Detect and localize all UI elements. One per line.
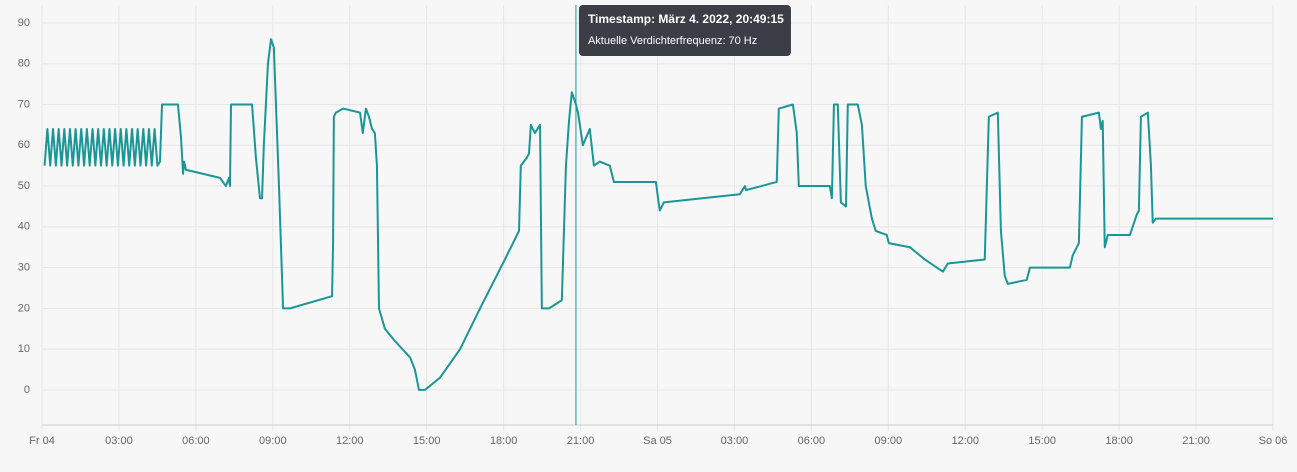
tooltip: Timestamp: März 4. 2022, 20:49:15 Aktuell… [575, 5, 791, 425]
y-tick-label: 0 [24, 384, 30, 396]
y-tick-label: 40 [18, 221, 30, 233]
x-tick-label: 03:00 [105, 435, 133, 447]
x-tick-label: 03:00 [721, 435, 749, 447]
y-tick-label: 70 [18, 98, 30, 110]
x-tick-label: 18:00 [1105, 435, 1133, 447]
tooltip-title: Timestamp: März 4. 2022, 20:49:15 [588, 12, 784, 26]
x-tick-label: 09:00 [259, 435, 287, 447]
tooltip-box [578, 5, 791, 56]
tooltip-value: 70 [729, 35, 741, 47]
tooltip-label: Aktuelle Verdichterfrequenz: [588, 35, 726, 47]
x-tick-label: 09:00 [875, 435, 903, 447]
y-tick-label: 80 [18, 58, 30, 70]
y-tick-label: 30 [18, 262, 30, 274]
x-tick-label: 12:00 [336, 435, 364, 447]
y-tick-label: 20 [18, 302, 30, 314]
y-tick-label: 90 [18, 17, 30, 29]
x-tick-label: 06:00 [182, 435, 210, 447]
x-tick-label: 18:00 [490, 435, 518, 447]
tooltip-line: Aktuelle Verdichterfrequenz: 70 Hz [588, 35, 757, 47]
x-tick-label: 21:00 [567, 435, 595, 447]
y-tick-label: 60 [18, 139, 30, 151]
tooltip-unit: Hz [744, 35, 757, 47]
x-tick-label: Fr 04 [29, 435, 55, 447]
x-tick-label: 15:00 [1028, 435, 1056, 447]
y-tick-label: 10 [18, 343, 30, 355]
y-tick-label: 50 [18, 180, 30, 192]
x-tick-label: So 06 [1259, 435, 1288, 447]
x-tick-label: Sa 05 [643, 435, 672, 447]
x-tick-label: 21:00 [1182, 435, 1210, 447]
x-tick-label: 12:00 [951, 435, 979, 447]
x-tick-label: 15:00 [413, 435, 441, 447]
plot [43, 38, 1273, 391]
data-line [43, 38, 1273, 391]
x-tick-label: 06:00 [798, 435, 826, 447]
